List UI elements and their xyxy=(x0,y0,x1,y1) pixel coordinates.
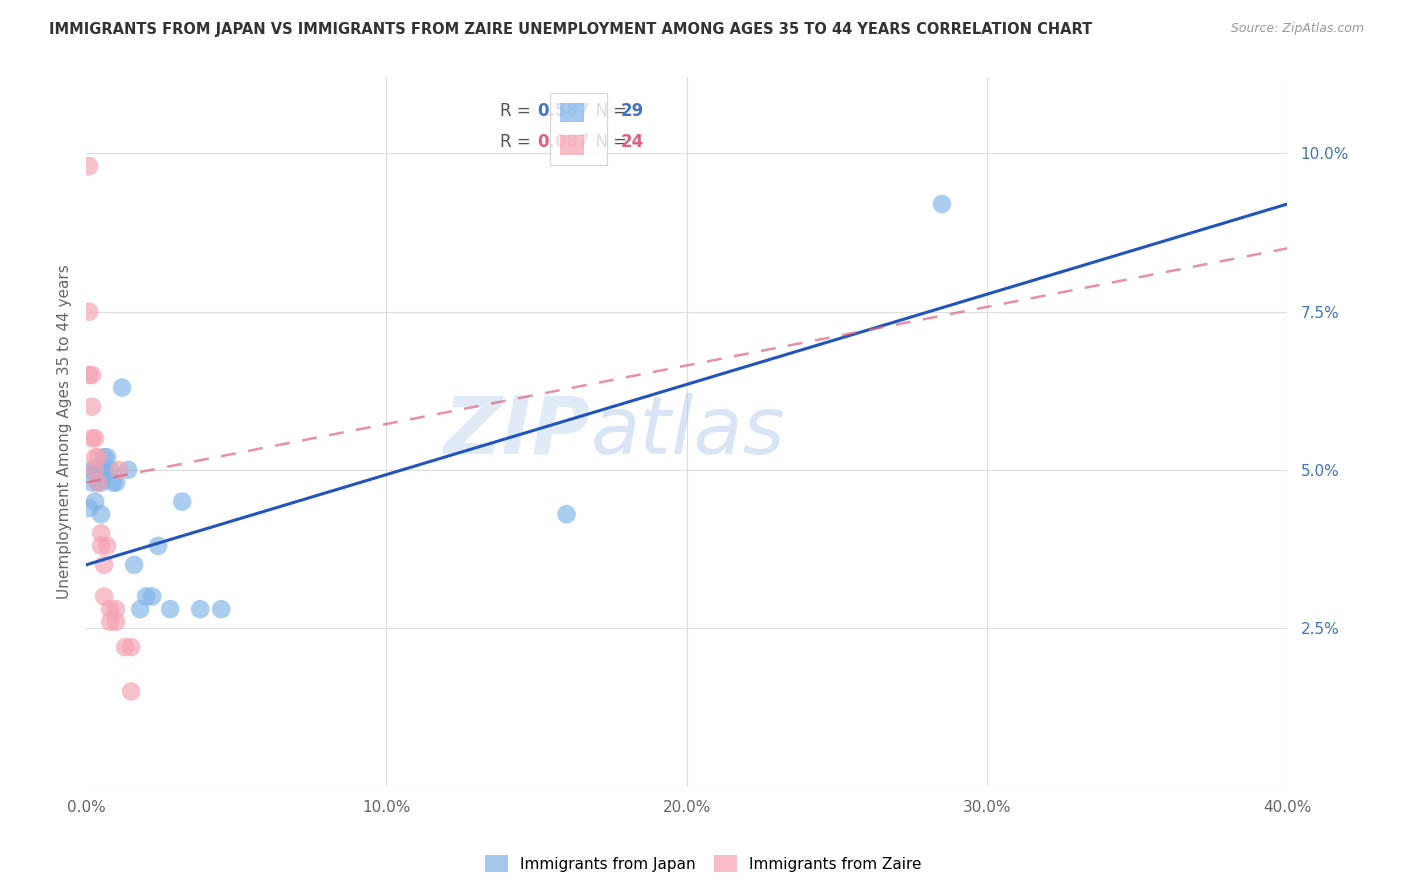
Point xyxy=(108,463,131,477)
Text: 0.087: 0.087 xyxy=(537,133,591,151)
Point xyxy=(84,463,107,477)
Text: Source: ZipAtlas.com: Source: ZipAtlas.com xyxy=(1230,22,1364,36)
Point xyxy=(87,475,110,490)
Point xyxy=(93,450,115,465)
Point xyxy=(93,558,115,572)
Legend: Immigrants from Japan, Immigrants from Zaire: Immigrants from Japan, Immigrants from Z… xyxy=(477,847,929,880)
Point xyxy=(105,602,128,616)
Text: N =: N = xyxy=(585,103,631,120)
Point xyxy=(90,526,112,541)
Point xyxy=(90,475,112,490)
Point xyxy=(111,381,134,395)
Point xyxy=(122,558,145,572)
Point xyxy=(84,494,107,508)
Point xyxy=(114,640,136,654)
Point xyxy=(98,615,121,629)
Point xyxy=(120,640,142,654)
Point xyxy=(87,450,110,465)
Point xyxy=(80,431,103,445)
Text: R =: R = xyxy=(501,103,537,120)
Point xyxy=(209,602,232,616)
Point xyxy=(188,602,211,616)
Text: ZIP: ZIP xyxy=(443,392,591,471)
Point xyxy=(117,463,139,477)
Point xyxy=(931,197,953,211)
Point xyxy=(172,494,194,508)
Point xyxy=(105,615,128,629)
Point xyxy=(84,450,107,465)
Point xyxy=(90,539,112,553)
Text: atlas: atlas xyxy=(591,392,786,471)
Text: 29: 29 xyxy=(620,103,644,120)
Point xyxy=(80,368,103,382)
Point xyxy=(87,475,110,490)
Point xyxy=(98,463,121,477)
Point xyxy=(98,602,121,616)
Point xyxy=(146,539,169,553)
Point xyxy=(77,500,100,515)
Point xyxy=(555,507,578,521)
Point xyxy=(90,507,112,521)
Text: 24: 24 xyxy=(620,133,644,151)
Point xyxy=(93,590,115,604)
Point xyxy=(84,463,107,477)
Point xyxy=(80,463,103,477)
Point xyxy=(135,590,157,604)
Y-axis label: Unemployment Among Ages 35 to 44 years: Unemployment Among Ages 35 to 44 years xyxy=(58,265,72,599)
Point xyxy=(80,400,103,414)
Point xyxy=(87,463,110,477)
Point xyxy=(77,368,100,382)
Point xyxy=(141,590,163,604)
Text: IMMIGRANTS FROM JAPAN VS IMMIGRANTS FROM ZAIRE UNEMPLOYMENT AMONG AGES 35 TO 44 : IMMIGRANTS FROM JAPAN VS IMMIGRANTS FROM… xyxy=(49,22,1092,37)
Point xyxy=(105,475,128,490)
Point xyxy=(159,602,181,616)
Point xyxy=(80,475,103,490)
Point xyxy=(93,463,115,477)
Point xyxy=(96,539,118,553)
Point xyxy=(96,450,118,465)
Text: R =: R = xyxy=(501,133,537,151)
Point xyxy=(120,684,142,698)
Point xyxy=(129,602,152,616)
Point xyxy=(101,475,124,490)
Text: 0.587: 0.587 xyxy=(537,103,591,120)
Legend: , : , xyxy=(550,93,607,165)
Text: N =: N = xyxy=(585,133,631,151)
Point xyxy=(77,159,100,173)
Point xyxy=(84,431,107,445)
Point xyxy=(90,463,112,477)
Point xyxy=(77,304,100,318)
